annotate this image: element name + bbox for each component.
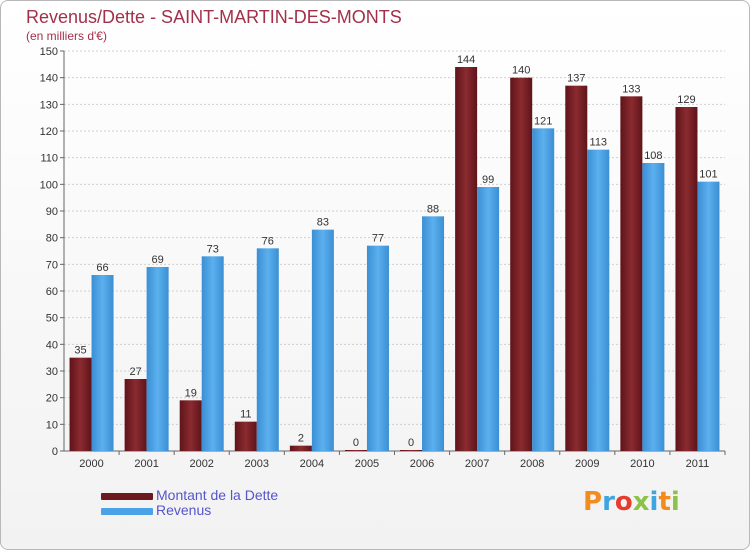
data-label: 66 (96, 262, 108, 274)
data-label: 140 (512, 65, 530, 77)
data-label: 0 (408, 437, 414, 449)
bar-dette (234, 421, 257, 451)
data-label: 19 (185, 387, 197, 399)
bar-dette (124, 379, 147, 451)
legend-swatch-dette (101, 493, 153, 500)
bar-dette (620, 96, 643, 451)
x-tick-label: 2002 (189, 458, 213, 470)
x-tick-label: 2010 (630, 458, 654, 470)
bar-revenus (422, 216, 445, 451)
bar-dette (344, 450, 367, 451)
x-tick-label: 2008 (520, 458, 544, 470)
legend-label-dette: Montant de la Dette (156, 487, 279, 503)
proxiti-logo: Proxiti (583, 487, 680, 517)
data-label: 99 (482, 174, 494, 186)
data-label: 137 (567, 73, 585, 85)
data-label: 108 (644, 150, 662, 162)
x-tick-label: 2005 (355, 458, 379, 470)
bar-revenus (201, 256, 224, 451)
chart-subtitle: (en milliers d'€) (26, 29, 107, 43)
bar-dette (455, 67, 478, 451)
data-label: 129 (677, 94, 695, 106)
logo-letter: t (658, 487, 671, 517)
x-tick-label: 2011 (686, 458, 710, 470)
x-tick-label: 2009 (575, 458, 599, 470)
bar-revenus (146, 267, 169, 451)
x-tick-label: 2006 (410, 458, 434, 470)
y-tick-label: 90 (46, 206, 58, 218)
y-tick-label: 110 (40, 153, 58, 165)
y-tick-label: 50 (46, 313, 58, 325)
logo-letter: i (649, 487, 659, 517)
data-label: 76 (262, 235, 274, 247)
data-label: 69 (152, 254, 164, 266)
bar-dette (510, 77, 533, 452)
data-label: 2 (298, 433, 304, 445)
y-tick-label: 150 (40, 46, 58, 58)
x-tick-label: 2004 (300, 458, 324, 470)
logo-letter: i (670, 487, 680, 517)
data-label: 121 (534, 115, 552, 127)
y-tick-label: 10 (46, 419, 58, 431)
bar-revenus (532, 128, 555, 451)
bar-dette (179, 400, 202, 451)
bar-revenus (587, 149, 610, 451)
y-tick-label: 140 (40, 73, 58, 85)
x-tick-label: 2000 (79, 458, 103, 470)
bar-revenus (366, 245, 389, 451)
bar-revenus (477, 187, 500, 451)
y-tick-label: 40 (46, 339, 58, 351)
bar-dette (400, 450, 423, 451)
logo-letter: o (614, 487, 633, 517)
bars (69, 67, 720, 452)
legend-swatch-revenus (101, 508, 153, 515)
data-label: 73 (207, 243, 219, 255)
logo-letter: P (583, 487, 603, 517)
data-label: 0 (353, 437, 359, 449)
bar-revenus (256, 248, 279, 451)
data-label: 113 (590, 137, 608, 149)
bar-dette (69, 357, 92, 451)
y-tick-label: 0 (52, 446, 58, 458)
bar-revenus (697, 181, 720, 451)
bar-revenus (642, 163, 665, 451)
data-labels: 35 66 27 69 19 73 11 76 2 83 0 77 0 88 144 99 140 121 137 1… (74, 54, 717, 449)
y-tick-label: 60 (46, 286, 58, 298)
bar-dette (289, 445, 312, 451)
logo-letter: r (602, 487, 615, 517)
data-label: 133 (622, 83, 640, 95)
bar-dette (565, 85, 588, 452)
y-tick-label: 130 (40, 99, 58, 111)
chart-title: Revenus/Dette - SAINT-MARTIN-DES-MONTS (26, 7, 402, 27)
bar-revenus (91, 275, 114, 451)
y-tick-label: 80 (46, 233, 58, 245)
bar-dette (675, 107, 698, 451)
data-label: 83 (317, 217, 329, 229)
logo-letter: x (632, 487, 650, 517)
bar-revenus (311, 229, 334, 451)
data-label: 144 (457, 54, 475, 66)
x-tick-label: 2003 (245, 458, 269, 470)
y-tick-label: 120 (40, 126, 58, 138)
data-label: 11 (240, 409, 251, 421)
legend-label-revenus: Revenus (156, 502, 212, 518)
y-tick-label: 30 (46, 366, 58, 378)
x-tick-label: 2007 (465, 458, 489, 470)
y-tick-label: 70 (46, 259, 58, 271)
data-label: 77 (372, 233, 384, 245)
data-label: 101 (699, 169, 717, 181)
x-tick-label: 2001 (134, 458, 158, 470)
data-label: 27 (130, 366, 142, 378)
y-tick-label: 100 (40, 179, 58, 191)
y-tick-label: 20 (46, 393, 58, 405)
data-label: 35 (74, 345, 86, 357)
axes: 0102030405060708090100110120130140150200… (40, 46, 726, 470)
data-label: 88 (427, 203, 439, 215)
